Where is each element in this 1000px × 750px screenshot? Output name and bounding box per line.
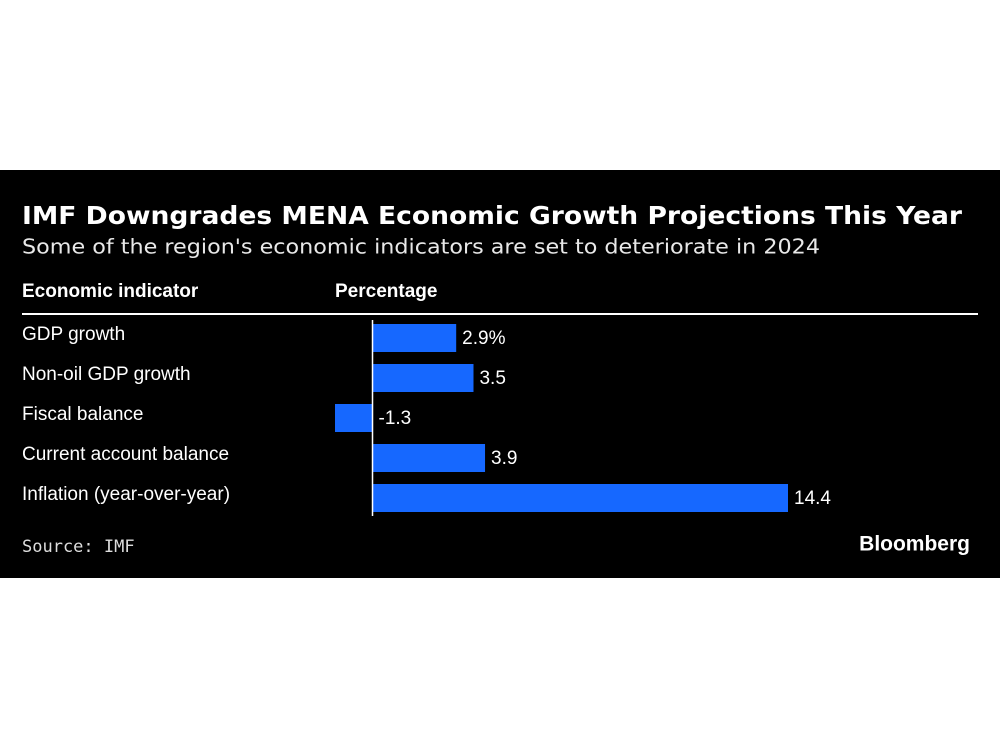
- value-label: 2.9%: [462, 328, 505, 349]
- value-label: 14.4: [794, 488, 831, 509]
- bar: [372, 484, 788, 512]
- category-label: Fiscal balance: [22, 404, 143, 425]
- column-header: Economic indicator: [22, 281, 199, 302]
- bar: [372, 444, 486, 472]
- bar: [372, 364, 474, 392]
- value-label: 3.5: [479, 368, 505, 389]
- value-label: 3.9: [491, 448, 517, 469]
- bar: [335, 404, 373, 432]
- column-header: Percentage: [335, 281, 437, 302]
- bar: [372, 324, 457, 352]
- source: Source: IMF: [22, 537, 135, 557]
- value-label: -1.3: [379, 408, 412, 429]
- chart-subtitle: Some of the region's economic indicators…: [22, 235, 820, 259]
- brand: Bloomberg: [859, 533, 970, 556]
- category-label: Non-oil GDP growth: [22, 364, 191, 385]
- category-label: Inflation (year-over-year): [22, 484, 230, 505]
- category-label: Current account balance: [22, 444, 229, 465]
- category-label: GDP growth: [22, 324, 125, 345]
- chart-title: IMF Downgrades MENA Economic Growth Proj…: [22, 201, 963, 230]
